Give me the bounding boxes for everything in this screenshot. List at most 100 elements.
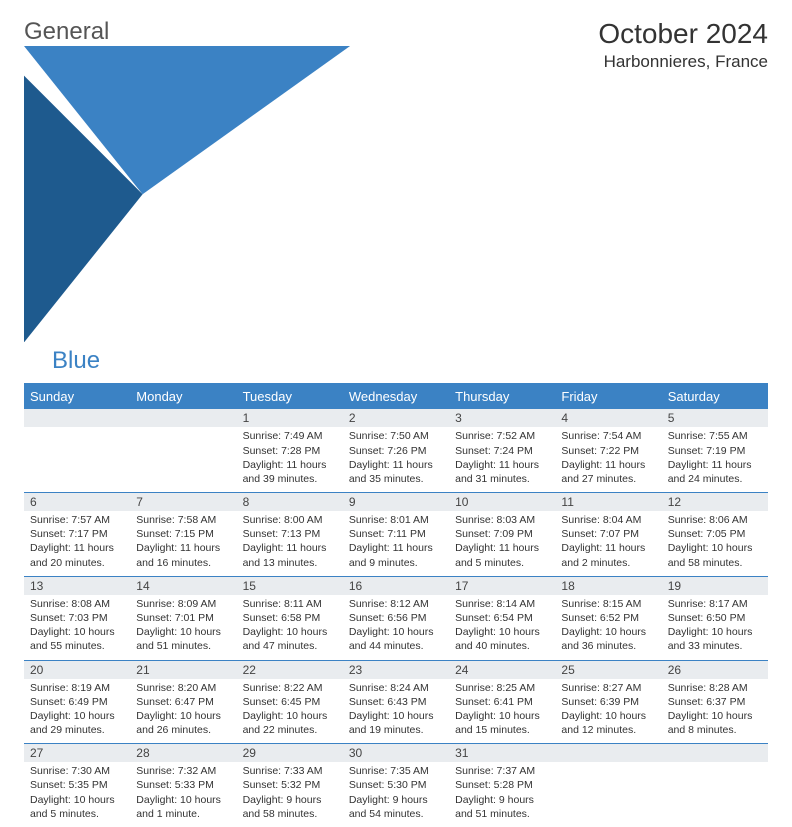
weekday-sun: Sunday [24, 385, 130, 409]
day-number: 6 [24, 493, 130, 511]
logo-text: General Blue [24, 18, 409, 375]
daylight: Daylight: 10 hours and 15 minutes. [455, 709, 549, 737]
daylight: Daylight: 10 hours and 29 minutes. [30, 709, 124, 737]
day-details: Sunrise: 7:49 AMSunset: 7:28 PMDaylight:… [237, 427, 343, 492]
daylight: Daylight: 11 hours and 13 minutes. [243, 541, 337, 569]
calendar-cell: 23Sunrise: 8:24 AMSunset: 6:43 PMDayligh… [343, 660, 449, 744]
calendar-cell: 28Sunrise: 7:32 AMSunset: 5:33 PMDayligh… [130, 744, 236, 827]
sunrise: Sunrise: 7:58 AM [136, 513, 230, 527]
daylight: Daylight: 11 hours and 24 minutes. [668, 458, 762, 486]
calendar-cell: 4Sunrise: 7:54 AMSunset: 7:22 PMDaylight… [555, 409, 661, 493]
calendar-cell: 26Sunrise: 8:28 AMSunset: 6:37 PMDayligh… [662, 660, 768, 744]
calendar-cell: 1Sunrise: 7:49 AMSunset: 7:28 PMDaylight… [237, 409, 343, 493]
daylight: Daylight: 11 hours and 39 minutes. [243, 458, 337, 486]
calendar-cell: 31Sunrise: 7:37 AMSunset: 5:28 PMDayligh… [449, 744, 555, 827]
daylight: Daylight: 10 hours and 19 minutes. [349, 709, 443, 737]
day-details: Sunrise: 8:12 AMSunset: 6:56 PMDaylight:… [343, 595, 449, 660]
sunrise: Sunrise: 8:15 AM [561, 597, 655, 611]
day-number: 17 [449, 577, 555, 595]
calendar-cell: 18Sunrise: 8:15 AMSunset: 6:52 PMDayligh… [555, 576, 661, 660]
day-details: Sunrise: 8:22 AMSunset: 6:45 PMDaylight:… [237, 679, 343, 744]
sunset: Sunset: 7:15 PM [136, 527, 230, 541]
sunrise: Sunrise: 8:06 AM [668, 513, 762, 527]
daylight: Daylight: 11 hours and 31 minutes. [455, 458, 549, 486]
day-number: 21 [130, 661, 236, 679]
day-number: 13 [24, 577, 130, 595]
sunrise: Sunrise: 8:14 AM [455, 597, 549, 611]
daylight: Daylight: 10 hours and 44 minutes. [349, 625, 443, 653]
daylight: Daylight: 10 hours and 51 minutes. [136, 625, 230, 653]
sunset: Sunset: 5:32 PM [243, 778, 337, 792]
day-details: Sunrise: 8:24 AMSunset: 6:43 PMDaylight:… [343, 679, 449, 744]
calendar-cell [662, 744, 768, 827]
sunset: Sunset: 5:30 PM [349, 778, 443, 792]
sunset: Sunset: 6:50 PM [668, 611, 762, 625]
day-number: 9 [343, 493, 449, 511]
sunrise: Sunrise: 8:09 AM [136, 597, 230, 611]
day-number: 31 [449, 744, 555, 762]
day-number: 25 [555, 661, 661, 679]
daylight: Daylight: 9 hours and 51 minutes. [455, 793, 549, 821]
day-number: 27 [24, 744, 130, 762]
location: Harbonnieres, France [598, 52, 768, 72]
day-number: 10 [449, 493, 555, 511]
day-details: Sunrise: 7:37 AMSunset: 5:28 PMDaylight:… [449, 762, 555, 827]
day-details: Sunrise: 8:14 AMSunset: 6:54 PMDaylight:… [449, 595, 555, 660]
sunrise: Sunrise: 7:49 AM [243, 429, 337, 443]
day-number: 7 [130, 493, 236, 511]
calendar-cell: 25Sunrise: 8:27 AMSunset: 6:39 PMDayligh… [555, 660, 661, 744]
weekday-mon: Monday [130, 385, 236, 409]
sunrise: Sunrise: 8:03 AM [455, 513, 549, 527]
sunrise: Sunrise: 8:27 AM [561, 681, 655, 695]
day-details: Sunrise: 7:58 AMSunset: 7:15 PMDaylight:… [130, 511, 236, 576]
sunset: Sunset: 6:45 PM [243, 695, 337, 709]
sunset: Sunset: 5:28 PM [455, 778, 549, 792]
day-number: 3 [449, 409, 555, 427]
day-number: 22 [237, 661, 343, 679]
daylight: Daylight: 11 hours and 35 minutes. [349, 458, 443, 486]
day-details: Sunrise: 8:08 AMSunset: 7:03 PMDaylight:… [24, 595, 130, 660]
sunrise: Sunrise: 8:25 AM [455, 681, 549, 695]
calendar-cell: 5Sunrise: 7:55 AMSunset: 7:19 PMDaylight… [662, 409, 768, 493]
calendar-row: 1Sunrise: 7:49 AMSunset: 7:28 PMDaylight… [24, 409, 768, 493]
daylight: Daylight: 9 hours and 54 minutes. [349, 793, 443, 821]
day-number: 11 [555, 493, 661, 511]
sunrise: Sunrise: 7:33 AM [243, 764, 337, 778]
sunrise: Sunrise: 7:35 AM [349, 764, 443, 778]
weekday-wed: Wednesday [343, 385, 449, 409]
calendar-cell [24, 409, 130, 493]
calendar-cell: 27Sunrise: 7:30 AMSunset: 5:35 PMDayligh… [24, 744, 130, 827]
day-number: 4 [555, 409, 661, 427]
sunset: Sunset: 7:19 PM [668, 444, 762, 458]
page-title: October 2024 [598, 18, 768, 50]
daylight: Daylight: 10 hours and 33 minutes. [668, 625, 762, 653]
daylight: Daylight: 9 hours and 58 minutes. [243, 793, 337, 821]
sunset: Sunset: 7:01 PM [136, 611, 230, 625]
day-number: 30 [343, 744, 449, 762]
day-number: 12 [662, 493, 768, 511]
weekday-header: Sunday Monday Tuesday Wednesday Thursday… [24, 385, 768, 409]
day-number: 28 [130, 744, 236, 762]
logo-word-2: Blue [52, 347, 100, 374]
sunset: Sunset: 7:24 PM [455, 444, 549, 458]
day-details: Sunrise: 8:28 AMSunset: 6:37 PMDaylight:… [662, 679, 768, 744]
day-details: Sunrise: 7:32 AMSunset: 5:33 PMDaylight:… [130, 762, 236, 827]
day-details: Sunrise: 8:15 AMSunset: 6:52 PMDaylight:… [555, 595, 661, 660]
sunset: Sunset: 7:11 PM [349, 527, 443, 541]
day-number: 19 [662, 577, 768, 595]
sunrise: Sunrise: 8:24 AM [349, 681, 443, 695]
sunrise: Sunrise: 7:50 AM [349, 429, 443, 443]
sunset: Sunset: 5:33 PM [136, 778, 230, 792]
calendar-cell: 15Sunrise: 8:11 AMSunset: 6:58 PMDayligh… [237, 576, 343, 660]
sunset: Sunset: 6:52 PM [561, 611, 655, 625]
daylight: Daylight: 10 hours and 55 minutes. [30, 625, 124, 653]
sunrise: Sunrise: 7:30 AM [30, 764, 124, 778]
day-details: Sunrise: 7:57 AMSunset: 7:17 PMDaylight:… [24, 511, 130, 576]
weekday-fri: Friday [555, 385, 661, 409]
day-details: Sunrise: 8:06 AMSunset: 7:05 PMDaylight:… [662, 511, 768, 576]
calendar-cell: 17Sunrise: 8:14 AMSunset: 6:54 PMDayligh… [449, 576, 555, 660]
sunset: Sunset: 7:17 PM [30, 527, 124, 541]
sunset: Sunset: 7:07 PM [561, 527, 655, 541]
day-number: 2 [343, 409, 449, 427]
calendar-cell: 12Sunrise: 8:06 AMSunset: 7:05 PMDayligh… [662, 493, 768, 577]
